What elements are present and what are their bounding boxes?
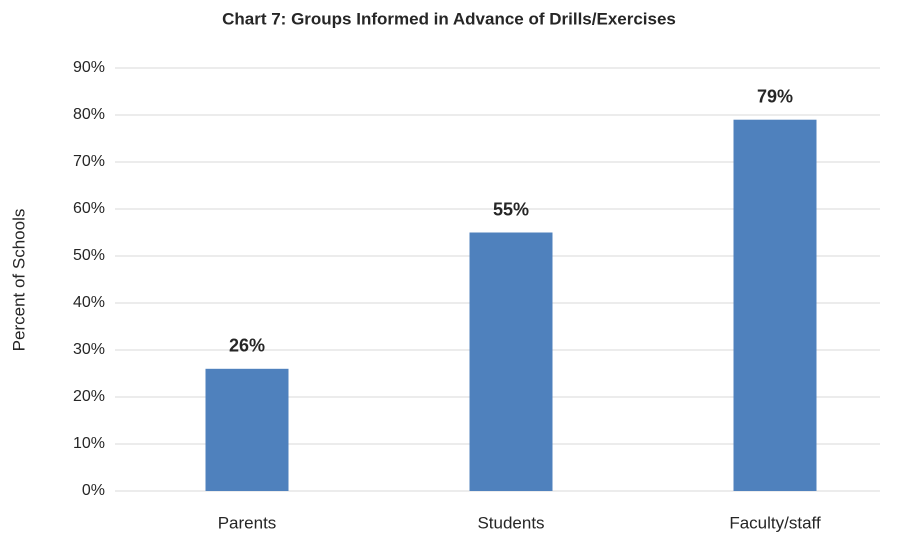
data-label: 26%: [229, 336, 265, 356]
bar: [469, 232, 553, 491]
y-tick-label: 70%: [73, 153, 105, 170]
y-tick-label: 90%: [73, 59, 105, 76]
y-tick-label: 0%: [82, 482, 105, 499]
x-tick-label: Faculty/staff: [729, 513, 821, 532]
data-label: 79%: [757, 86, 793, 106]
bar: [205, 368, 289, 491]
y-axis-label: Percent of Schools: [9, 209, 28, 352]
y-tick-label: 20%: [73, 388, 105, 405]
data-label: 55%: [493, 199, 529, 219]
y-tick-label: 10%: [73, 435, 105, 452]
x-tick-label: Students: [477, 513, 544, 532]
y-tick-label: 50%: [73, 247, 105, 264]
chart-title: Chart 7: Groups Informed in Advance of D…: [222, 9, 676, 28]
y-tick-label: 80%: [73, 106, 105, 123]
y-tick-label: 60%: [73, 200, 105, 217]
x-tick-label: Parents: [218, 513, 277, 532]
y-tick-label: 40%: [73, 294, 105, 311]
y-tick-label: 30%: [73, 341, 105, 358]
bar: [733, 119, 817, 491]
